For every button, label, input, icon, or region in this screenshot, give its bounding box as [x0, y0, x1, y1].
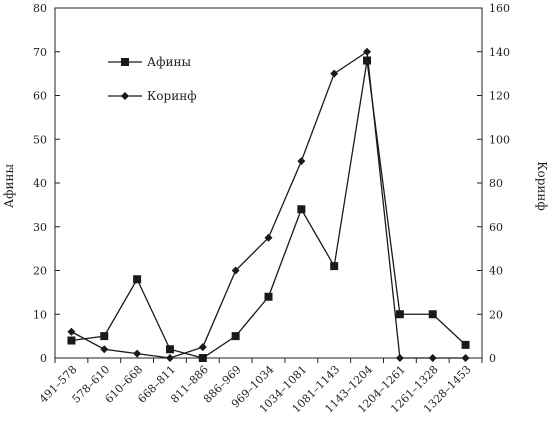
data-point	[67, 327, 76, 336]
right-tick-label: 80	[489, 177, 503, 190]
data-point	[363, 56, 372, 65]
right-tick-label: 100	[489, 133, 510, 146]
right-tick-label: 40	[489, 265, 503, 278]
data-point	[133, 349, 142, 358]
series-layer	[67, 47, 470, 362]
data-point	[100, 332, 109, 341]
legend: Афины Коринф	[108, 55, 197, 103]
left-tick-label: 20	[33, 265, 47, 278]
plot-frame	[54, 7, 483, 359]
data-point	[264, 233, 273, 242]
data-point	[330, 69, 339, 78]
data-point	[165, 345, 174, 354]
right-tick-label: 60	[489, 221, 503, 234]
data-point	[198, 343, 207, 352]
data-point	[100, 345, 109, 354]
series-2	[67, 47, 470, 362]
series-1	[67, 56, 470, 362]
series-line	[71, 50, 466, 359]
left-axis-title: Афины	[2, 164, 16, 208]
right-tick-label: 0	[489, 352, 496, 365]
data-point	[231, 332, 240, 341]
data-point	[363, 47, 372, 56]
legend-entry: Коринф	[108, 89, 197, 103]
left-tick-label: 80	[33, 2, 47, 15]
data-point	[198, 354, 207, 362]
legend-marker	[121, 92, 129, 100]
left-tick-label: 10	[33, 308, 47, 321]
left-tick-label: 40	[33, 177, 47, 190]
data-point	[67, 336, 76, 345]
right-tick-label: 20	[489, 308, 503, 321]
data-point	[428, 354, 437, 362]
right-tick-label: 160	[489, 2, 510, 15]
data-point	[330, 262, 339, 271]
data-point	[428, 310, 437, 319]
data-point	[395, 310, 404, 319]
data-point	[231, 266, 240, 275]
left-tick-label: 30	[33, 221, 47, 234]
plot-area	[54, 7, 483, 359]
data-point	[133, 275, 142, 284]
legend-label: Коринф	[147, 89, 197, 103]
left-tick-label: 50	[33, 133, 47, 146]
data-point	[264, 292, 273, 301]
left-y-axis: 0 10 20 30 40 50 60 70 80	[33, 2, 60, 365]
data-point	[395, 354, 404, 362]
legend-marker	[121, 58, 129, 66]
legend-entry: Афины	[108, 55, 191, 69]
data-point	[297, 205, 306, 214]
left-tick-label: 0	[40, 352, 47, 365]
legend-label: Афины	[147, 55, 191, 69]
x-axis: 491–578578–610610–668668–811811–886886–9…	[37, 358, 483, 416]
data-point	[165, 354, 174, 362]
data-point	[297, 157, 306, 166]
right-tick-label: 120	[489, 90, 510, 103]
right-tick-label: 140	[489, 46, 510, 59]
data-point	[461, 340, 470, 349]
right-axis-title: Коринф	[535, 161, 549, 211]
left-tick-label: 70	[33, 46, 47, 59]
right-y-axis: 0 20 40 60 80 100 120 140 160	[477, 2, 510, 365]
series-line	[71, 60, 467, 359]
data-point	[461, 354, 470, 362]
left-tick-label: 60	[33, 90, 47, 103]
